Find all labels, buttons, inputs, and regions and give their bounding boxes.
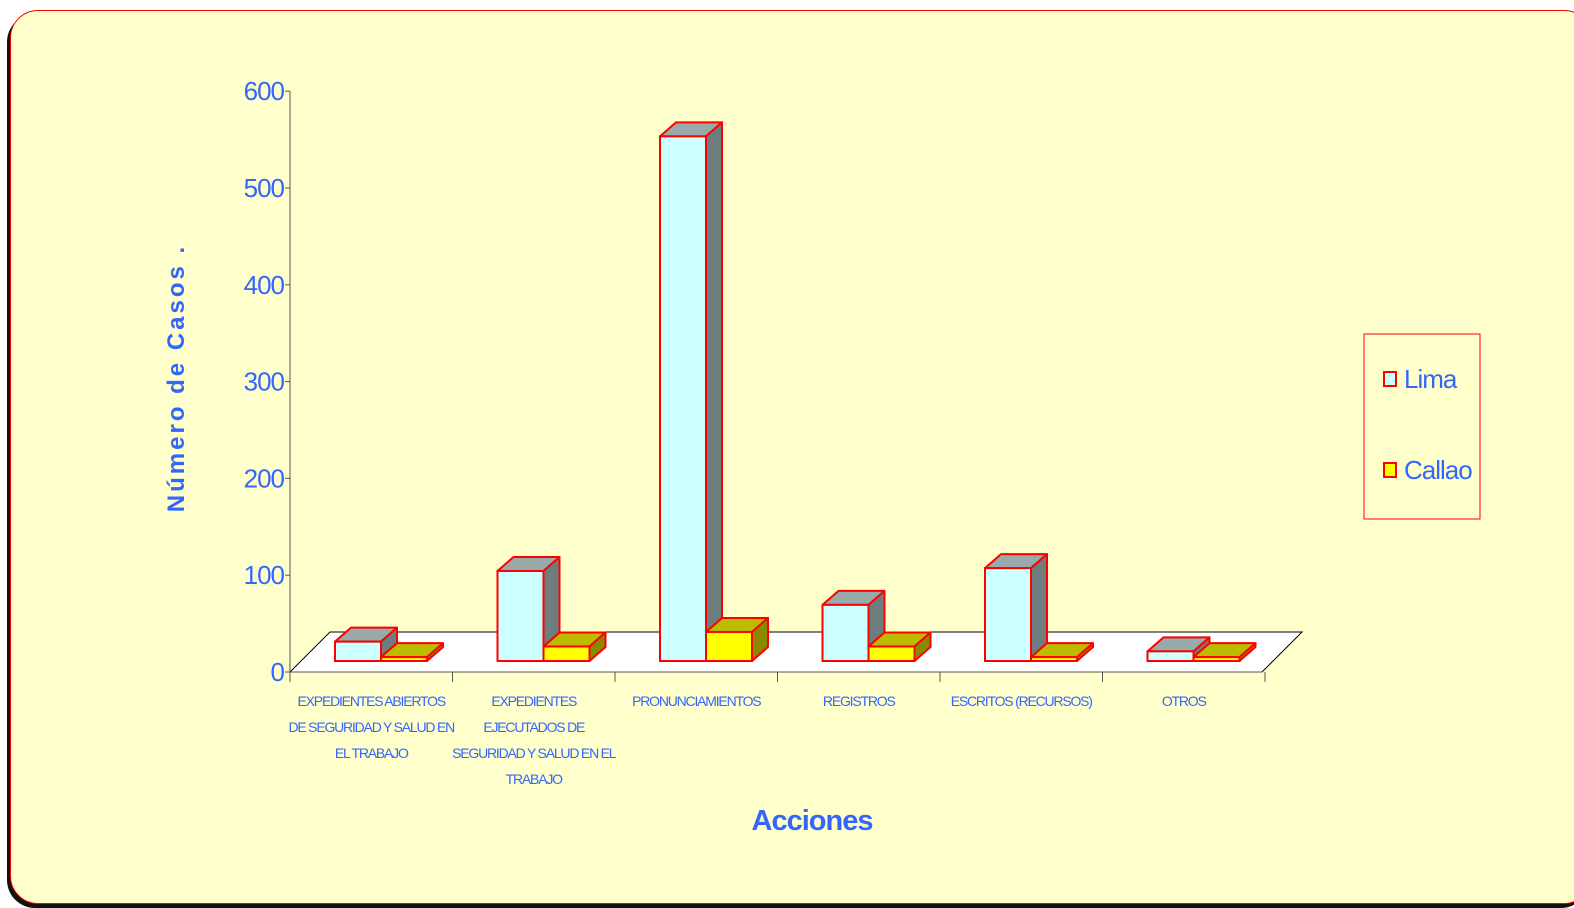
chart-area [10, 10, 1574, 904]
bar-front [705, 630, 753, 663]
bar-front [867, 645, 916, 662]
bar-lima-2 [659, 121, 723, 662]
bar-callao-0 [380, 642, 444, 662]
x-tick-label: REGISTROS [823, 693, 896, 709]
y-tick-label: 400 [244, 270, 285, 300]
x-tick-label: SEGURIDAD Y SALUD EN EL [452, 745, 617, 761]
y-tick-label: 100 [244, 560, 285, 590]
legend-label-callao: Callao [1404, 455, 1472, 485]
bar-callao-2 [705, 616, 769, 663]
y-tick-label: 500 [244, 173, 285, 203]
x-tick-label: OTROS [1162, 693, 1207, 709]
x-tick-label: TRABAJO [506, 771, 563, 787]
legend-box [1363, 333, 1481, 520]
x-tick-label: EXPEDIENTES [491, 693, 577, 709]
bar-callao-1 [542, 631, 607, 662]
y-tick-label: 0 [271, 657, 285, 687]
bar-front [496, 569, 545, 663]
bar-front [984, 567, 1032, 663]
bar-front [1146, 650, 1195, 663]
x-axis-title: Acciones [752, 805, 873, 837]
bar-callao-5 [1192, 642, 1257, 662]
bar-front [334, 640, 382, 663]
bar-front [1192, 656, 1241, 662]
x-tick-label: PRONUNCIAMIENTOS [632, 693, 761, 709]
x-tick-label: ESCRITOS (RECURSOS) [951, 693, 1093, 709]
y-tick-label: 200 [244, 463, 285, 493]
x-tick-label: DE SEGURIDAD Y SALUD EN [288, 719, 454, 735]
legend-swatch-lima [1383, 371, 1397, 387]
legend-label-lima: Lima [1404, 364, 1458, 394]
y-tick-label: 600 [244, 76, 285, 106]
bar-callao-4 [1030, 642, 1094, 662]
bar-front [1030, 656, 1078, 662]
bar-side [705, 121, 723, 662]
bar-front [659, 135, 707, 662]
bar-front [542, 645, 591, 662]
legend-swatch-callao [1383, 462, 1397, 478]
x-tick-label: EJECUTADOS DE [483, 719, 585, 735]
bar-front [380, 656, 428, 662]
y-axis-title: Número de Casos . [163, 244, 190, 512]
bar-callao-3 [867, 631, 932, 662]
x-tick-label: EXPEDIENTES ABIERTOS [298, 693, 446, 709]
y-tick-label: 300 [244, 367, 285, 397]
bar-front [821, 603, 870, 663]
bar-lima-4 [984, 553, 1048, 663]
x-tick-label: EL TRABAJO [335, 745, 409, 761]
